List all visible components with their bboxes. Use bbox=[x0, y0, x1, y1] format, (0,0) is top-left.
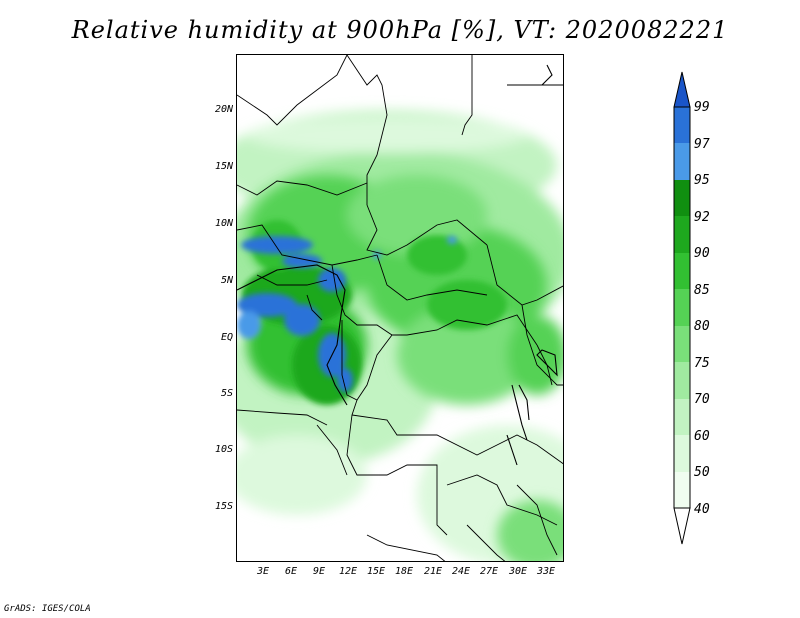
colorbar-label-97: 97 bbox=[694, 137, 710, 152]
colorbar-segment-70 bbox=[674, 362, 690, 399]
colorbar-segment-85 bbox=[674, 253, 690, 289]
humidity-field-saturated bbox=[237, 236, 457, 392]
humidity-map bbox=[236, 54, 564, 562]
lon-label-3e: 3E bbox=[256, 566, 270, 577]
colorbar bbox=[673, 71, 691, 545]
lat-label-5s: 5S bbox=[220, 388, 233, 399]
colorbar-label-70: 70 bbox=[694, 392, 710, 407]
colorbar-segment-75 bbox=[674, 326, 690, 362]
colorbar-segment-92 bbox=[674, 180, 690, 216]
colorbar-label-85: 85 bbox=[694, 283, 710, 298]
lon-label-18e: 18E bbox=[394, 566, 414, 577]
lon-label-30e: 30E bbox=[508, 566, 528, 577]
lon-label-24e: 24E bbox=[451, 566, 471, 577]
lat-label-15n: 15N bbox=[214, 161, 233, 172]
map-title: Relative humidity at 900hPa [%], VT: 202… bbox=[71, 16, 729, 44]
lat-label-15s: 15S bbox=[214, 501, 233, 512]
colorbar-label-60: 60 bbox=[694, 429, 710, 444]
colorbar-label-50: 50 bbox=[694, 465, 710, 480]
coastlines-lakes bbox=[237, 64, 558, 466]
lon-label-6e: 6E bbox=[284, 566, 298, 577]
colorbar-segment-80 bbox=[674, 289, 690, 326]
colorbar-top-arrow bbox=[674, 72, 690, 107]
lon-label-21e: 21E bbox=[423, 566, 443, 577]
grads-credit: GrADS: IGES/COLA bbox=[4, 604, 91, 614]
colorbar-segment-60 bbox=[674, 399, 690, 435]
country-borders bbox=[237, 55, 563, 561]
colorbar-bottom-arrow bbox=[674, 508, 690, 544]
lat-label-eq: EQ bbox=[220, 332, 233, 343]
lat-label-10s: 10S bbox=[214, 444, 233, 455]
lon-label-27e: 27E bbox=[479, 566, 499, 577]
colorbar-segment-40 bbox=[674, 472, 690, 508]
colorbar-label-99: 99 bbox=[694, 100, 710, 115]
colorbar-segment-50 bbox=[674, 435, 690, 472]
lon-label-12e: 12E bbox=[338, 566, 358, 577]
lat-label-20n: 20N bbox=[214, 104, 233, 115]
colorbar-label-90: 90 bbox=[694, 246, 710, 261]
colorbar-label-80: 80 bbox=[694, 319, 710, 334]
humidity-map-canvas bbox=[237, 55, 563, 561]
colorbar-segment-90 bbox=[674, 216, 690, 253]
lon-label-33e: 33E bbox=[536, 566, 556, 577]
colorbar-label-95: 95 bbox=[694, 173, 710, 188]
colorbar-label-92: 92 bbox=[694, 210, 710, 225]
lat-label-5n: 5N bbox=[220, 275, 233, 286]
colorbar-segment-95 bbox=[674, 143, 690, 180]
colorbar-label-75: 75 bbox=[694, 356, 710, 371]
lat-label-10n: 10N bbox=[214, 218, 233, 229]
colorbar-label-40: 40 bbox=[694, 502, 710, 517]
colorbar-segment-97 bbox=[674, 107, 690, 143]
lon-label-9e: 9E bbox=[312, 566, 326, 577]
lon-label-15e: 15E bbox=[366, 566, 386, 577]
